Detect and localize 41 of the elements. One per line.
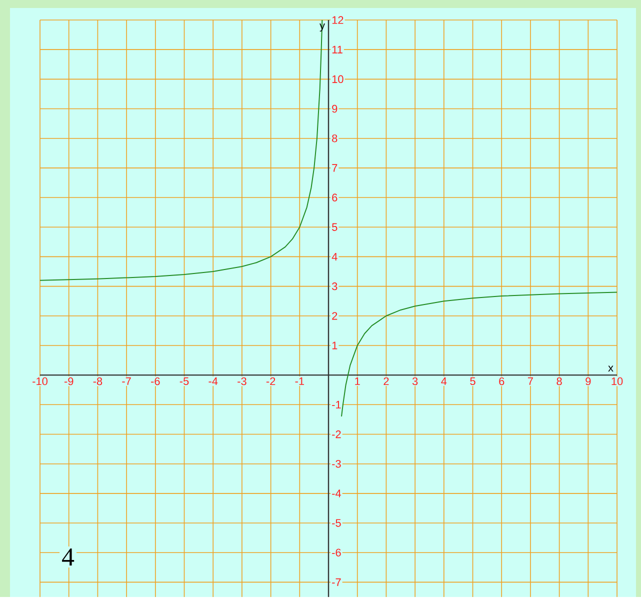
x-tick-label: -10: [32, 378, 48, 386]
x-tick-label: 1: [355, 378, 360, 386]
y-tick-label: 8: [332, 134, 338, 142]
x-tick-label: 5: [470, 378, 476, 386]
x-tick-label: -1: [295, 378, 304, 386]
y-tick-label: -5: [332, 519, 341, 528]
y-tick-label: 2: [332, 312, 338, 320]
x-tick-label: -5: [180, 378, 189, 386]
y-tick-label: 3: [332, 282, 338, 290]
y-tick-label: 5: [332, 224, 338, 232]
x-tick-label: -4: [208, 378, 218, 386]
y-tick-label: -4: [332, 490, 341, 498]
annotation: 4: [62, 548, 74, 566]
x-tick-label: -7: [122, 378, 131, 386]
x-tick-label: 7: [528, 378, 533, 386]
y-tick-label: 4: [332, 253, 338, 261]
x-tick-label: -3: [238, 378, 246, 386]
x-tick-label: 4: [441, 378, 447, 386]
x-axis-title: x: [608, 366, 614, 372]
y-tick-label: 10: [332, 76, 344, 84]
x-tick-label: 2: [384, 378, 389, 386]
y-tick-label: 7: [332, 164, 338, 172]
x-tick-label: 9: [586, 378, 591, 386]
y-tick-label: 6: [332, 194, 338, 202]
x-tick-label: -8: [93, 378, 102, 386]
y-tick-label: -1: [332, 401, 341, 409]
y-tick-label: -6: [332, 548, 341, 557]
x-tick-label: -9: [64, 378, 74, 386]
x-tick-label: 10: [612, 378, 623, 386]
y-tick-label: 1: [332, 342, 338, 350]
y-tick-label: -2: [332, 430, 341, 438]
y-tick-label: -3: [332, 460, 341, 468]
y-tick-label: -7: [332, 578, 341, 586]
y-tick-label: 11: [332, 46, 342, 54]
x-tick-label: -2: [266, 378, 276, 386]
y-tick-label: 12: [332, 16, 344, 24]
x-tick-label: 6: [499, 378, 504, 386]
x-tick-label: -6: [151, 378, 160, 386]
x-tick-label: 3: [412, 378, 418, 386]
y-tick-label: 9: [332, 105, 338, 113]
x-tick-label: 8: [556, 378, 562, 386]
